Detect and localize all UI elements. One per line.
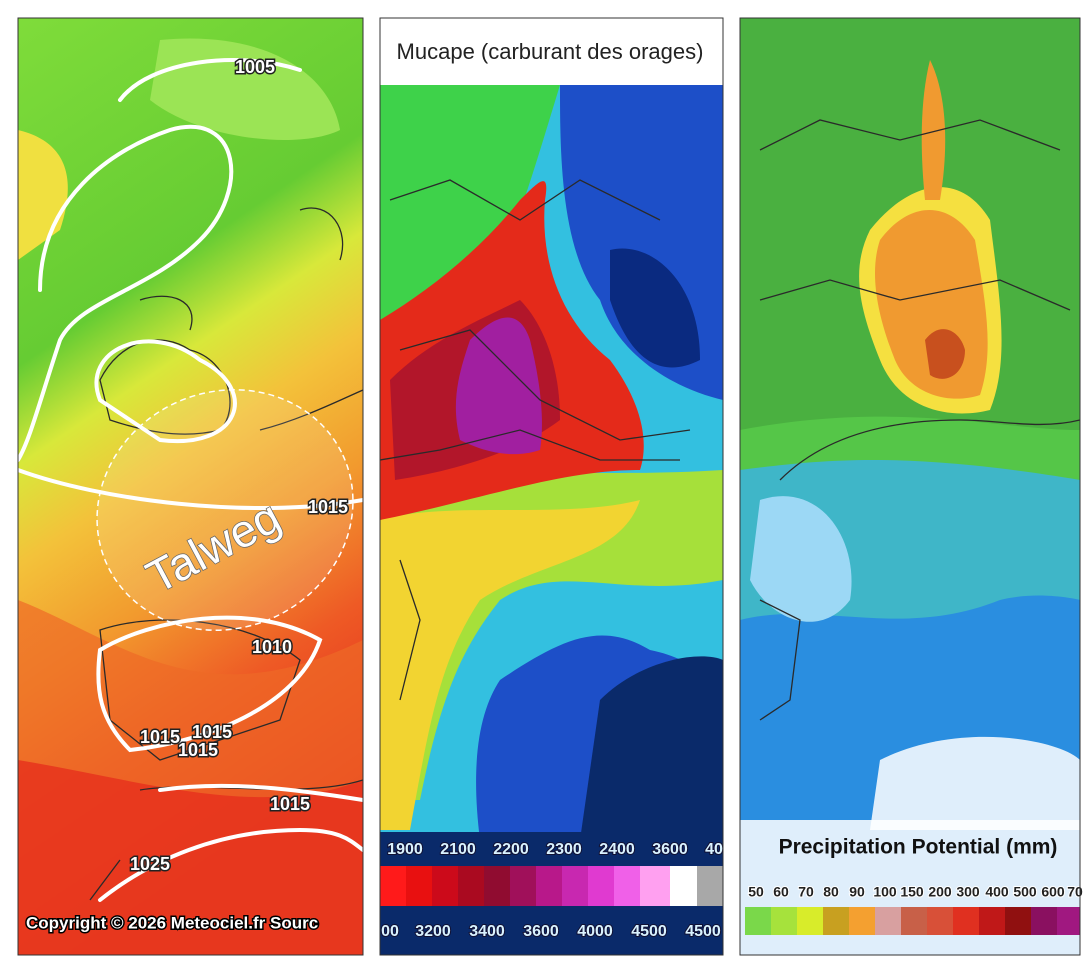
precip-map xyxy=(740,18,1080,955)
isobar-label: 1025 xyxy=(130,854,170,874)
legend-label: 70 xyxy=(1067,884,1083,900)
legend-label: 100 xyxy=(873,884,897,900)
legend-label: 4500 xyxy=(685,923,721,940)
panel-border xyxy=(17,17,364,956)
legend-label: 2400 xyxy=(599,841,635,858)
panel-border xyxy=(379,17,724,956)
legend-label: 1900 xyxy=(387,841,423,858)
legend-label: 200 xyxy=(928,884,952,900)
legend-label: 90 xyxy=(849,884,865,900)
legend-label: 4000 xyxy=(577,923,613,940)
legend-label: 400 xyxy=(985,884,1009,900)
legend-label: 2200 xyxy=(493,841,529,858)
title-bar xyxy=(380,18,723,85)
legend-label: 40 xyxy=(705,841,723,858)
legend-label: 3200 xyxy=(415,923,451,940)
isobar-label: 1005 xyxy=(235,57,275,77)
isobar-label: 1015 xyxy=(192,722,232,742)
panel-border xyxy=(739,17,1081,956)
cape-map xyxy=(380,85,723,955)
pressure-map: 1005 1015 1010 1015 1015 1015 1015 1025 … xyxy=(18,18,363,955)
legend-label: 3600 xyxy=(652,841,688,858)
trough-highlight xyxy=(96,389,354,631)
legend-label: 50 xyxy=(748,884,764,900)
isobar-label: 1015 xyxy=(308,497,348,517)
cape-legend: 1900 2100 2200 2300 2400 3600 40 00 3200… xyxy=(380,840,724,941)
legend-label: 3400 xyxy=(469,923,505,940)
legend-label: 80 xyxy=(823,884,839,900)
legend-label: 150 xyxy=(900,884,924,900)
legend-label: 2100 xyxy=(440,841,476,858)
isobar-label: 1015 xyxy=(140,727,180,747)
legend-title: Precipitation Potential (mm) xyxy=(779,836,1058,859)
legend-label: 60 xyxy=(773,884,789,900)
panel-title: Mucape (carburant des orages) xyxy=(397,39,704,64)
legend-label: 500 xyxy=(1013,884,1037,900)
isobar-label: 1015 xyxy=(178,740,218,760)
copyright: Copyright © 2026 Meteociel.fr Sourc xyxy=(26,913,318,932)
isobar-label: 1010 xyxy=(252,637,292,657)
isobar-label: 1015 xyxy=(270,794,310,814)
legend-label: 70 xyxy=(798,884,814,900)
legend-label: 2300 xyxy=(546,841,582,858)
legend-label: 3600 xyxy=(523,923,559,940)
legend-label: 4500 xyxy=(631,923,667,940)
legend-label: 600 xyxy=(1041,884,1065,900)
legend-label: 00 xyxy=(381,923,399,940)
legend-label: 300 xyxy=(956,884,980,900)
